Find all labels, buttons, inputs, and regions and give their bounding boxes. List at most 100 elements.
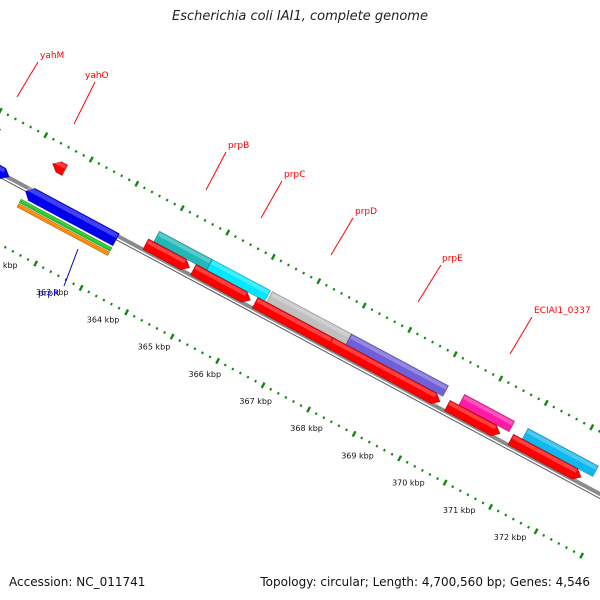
tick-mark <box>431 340 434 344</box>
tick-mark <box>124 309 130 316</box>
tick-mark <box>179 204 185 212</box>
tick-mark <box>72 282 76 286</box>
gene-block-yahO <box>52 159 69 177</box>
leader-line <box>73 81 96 125</box>
tick-mark <box>127 178 131 182</box>
tick-label: 366 kbp <box>188 370 221 379</box>
tick-mark <box>543 399 549 407</box>
tick-mark <box>188 210 192 214</box>
tick-mark <box>442 479 448 486</box>
tick-mark <box>241 239 245 243</box>
tick-mark <box>299 404 303 408</box>
tick-mark <box>29 125 33 129</box>
tick-mark <box>385 316 389 320</box>
gene-block-prpE <box>345 333 450 397</box>
tick-mark <box>413 464 417 468</box>
tick-mark <box>165 198 169 202</box>
gene-callout-prpB: prpB <box>205 141 249 191</box>
tick-mark <box>420 468 424 472</box>
tick-mark <box>142 186 146 190</box>
gene-label: prpB <box>228 141 249 151</box>
map-title: Escherichia coli IAI1, complete genome <box>172 9 428 24</box>
tick-mark <box>360 436 364 440</box>
gene-block-orange <box>16 203 111 257</box>
tick-mark <box>436 477 439 481</box>
tick-mark <box>279 259 283 263</box>
tick-mark <box>302 271 306 275</box>
gene-label: ECIAI1_0337 <box>534 306 591 316</box>
tick-mark <box>537 397 541 401</box>
tick-mark <box>533 528 539 535</box>
tick-mark <box>78 284 84 292</box>
tick-mark <box>3 245 7 249</box>
tick-mark <box>522 389 525 393</box>
tick-mark <box>557 541 561 546</box>
tick-mark <box>324 283 328 287</box>
tick-mark <box>511 517 515 521</box>
tick-mark <box>155 326 159 330</box>
tick-mark <box>223 363 227 367</box>
tick-mark <box>6 113 10 117</box>
tick-mark <box>231 367 235 371</box>
tick-mark <box>287 263 290 267</box>
tick-mark <box>256 247 260 251</box>
tick-label: 363 kbp <box>36 288 69 297</box>
tick-mark <box>314 412 318 416</box>
gene-red-5 <box>443 399 501 437</box>
tick-mark <box>504 513 508 517</box>
tick-mark <box>474 497 477 501</box>
tick-mark <box>506 381 510 385</box>
tick-mark <box>428 472 432 477</box>
tick-mark <box>582 421 586 425</box>
tick-mark <box>306 406 312 413</box>
gene-callout-prpD: prpD <box>330 207 377 256</box>
tick-mark <box>446 348 450 352</box>
tick-mark <box>329 420 333 424</box>
accession-label: Accession: NC_011741 <box>9 575 146 589</box>
tick-mark <box>527 525 530 529</box>
tick-mark <box>88 156 94 163</box>
tick-mark <box>361 302 367 309</box>
tick-mark <box>481 501 485 505</box>
tick-mark <box>322 416 326 420</box>
tick-mark <box>340 291 343 295</box>
tick-mark <box>264 251 268 255</box>
tick-mark <box>390 452 394 456</box>
tick-mark <box>405 460 409 464</box>
tick-mark <box>332 287 336 291</box>
tick-mark <box>589 424 595 431</box>
gene-red-4 <box>326 336 441 405</box>
tick-mark <box>233 235 237 239</box>
tick-mark <box>163 330 166 335</box>
tick-mark <box>491 372 495 377</box>
tick-mark <box>185 343 189 347</box>
tick-mark <box>542 533 546 537</box>
tick-mark <box>423 336 427 340</box>
tick-mark <box>215 357 221 365</box>
tick-mark <box>519 521 523 525</box>
gene-callout-yahM: yahM <box>16 51 64 98</box>
tick-mark <box>140 318 144 322</box>
leader-line <box>16 61 39 98</box>
gene-callout-yahO: yahO <box>73 71 109 125</box>
tick-mark <box>102 298 106 302</box>
tick-mark <box>294 267 298 271</box>
tick-mark <box>49 270 53 274</box>
tick-mark <box>11 249 15 253</box>
tick-mark <box>284 395 288 399</box>
gene-red-1 <box>142 238 191 271</box>
tick-mark <box>292 399 295 404</box>
tick-mark <box>260 382 266 389</box>
gene-fragment-red <box>0 128 2 132</box>
tick-mark <box>21 121 25 125</box>
tick-mark <box>0 107 3 114</box>
tick-mark <box>43 131 49 139</box>
tick-mark <box>178 339 182 343</box>
tick-mark <box>458 489 462 493</box>
tick-mark <box>193 347 197 351</box>
tick-mark <box>132 314 136 318</box>
tick-label: 372 kbp <box>494 533 527 542</box>
tick-mark <box>466 493 470 497</box>
tick-mark <box>134 180 140 188</box>
